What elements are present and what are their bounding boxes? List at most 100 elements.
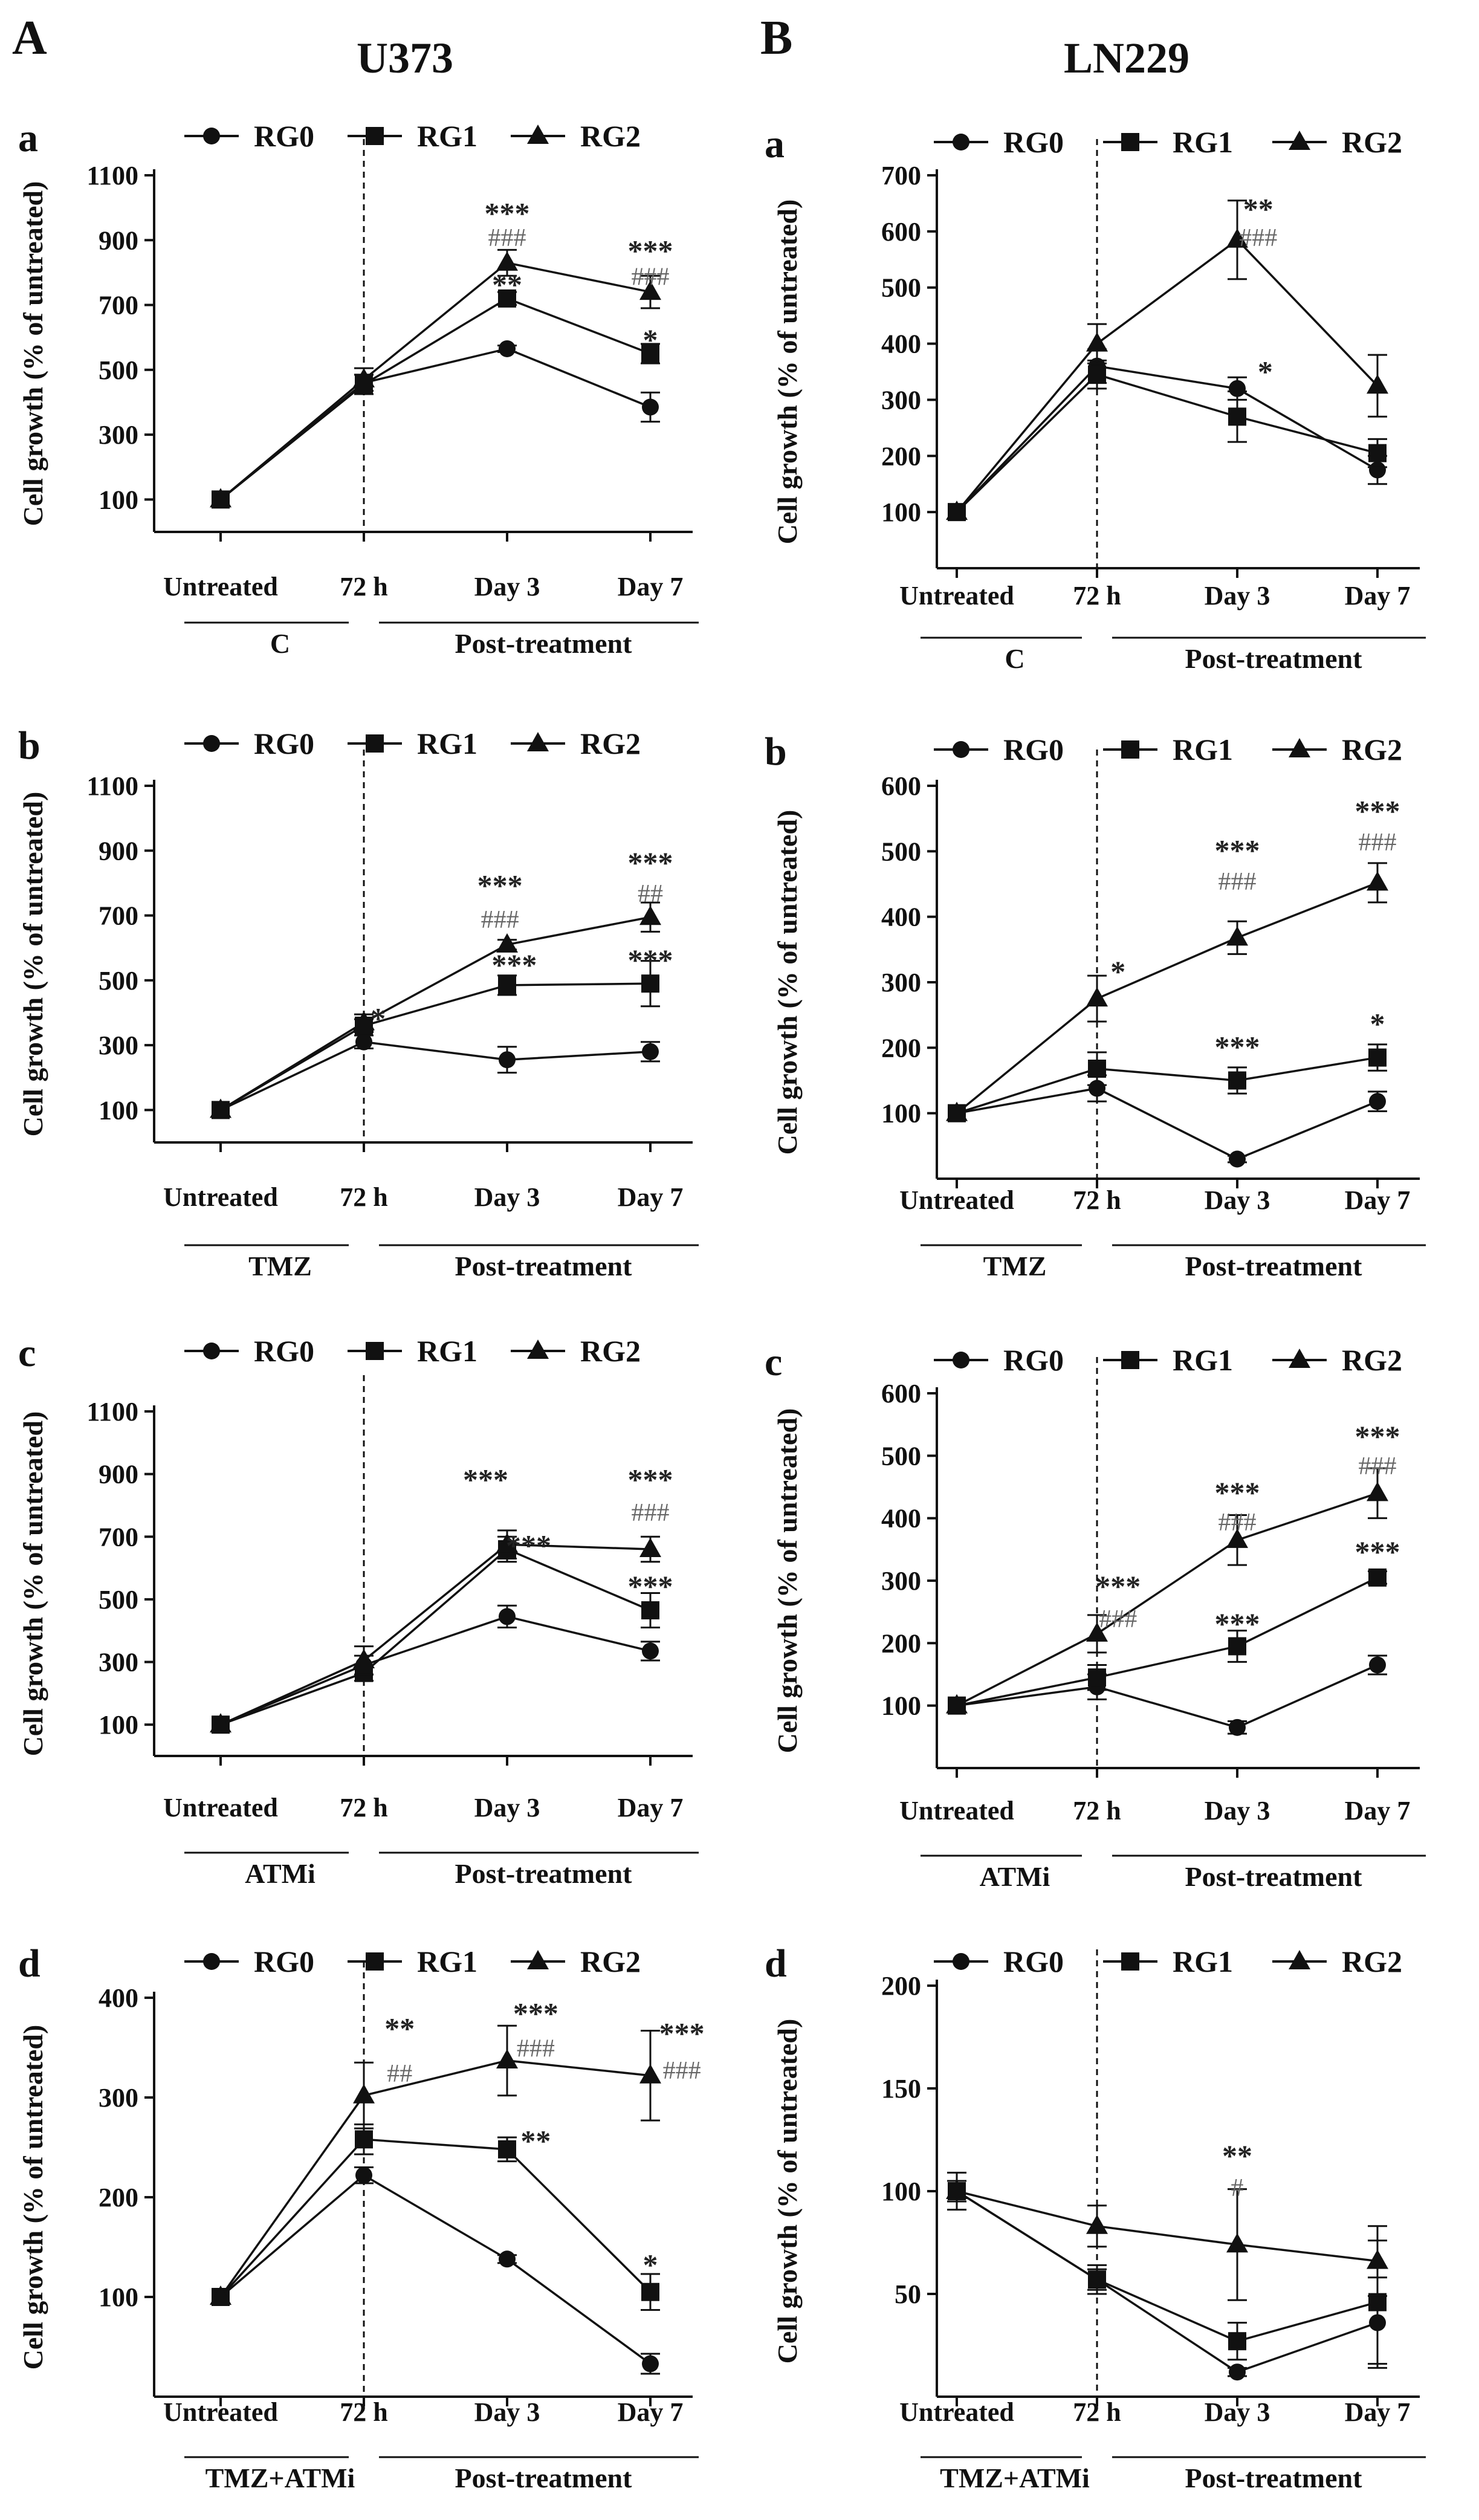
chart-U373-d: d RG0 RG1 RG2 100 200 300 400 Cell growth (% of …	[18, 1942, 705, 2493]
y-tick-label: 200	[881, 1628, 921, 1658]
x-tick-label: Day 7	[618, 1182, 684, 1212]
chart-U373-a: a RG0 RG1 RG2 100 300 500 700 900 1100 Cell growth…	[18, 116, 699, 659]
y-tick-label: 100	[99, 485, 138, 514]
x-tick-label: 72 h	[1073, 581, 1121, 611]
legend-label: RG0	[1003, 1343, 1064, 1377]
data-point-RG0	[499, 1608, 516, 1625]
legend-marker-triangle	[527, 732, 549, 751]
y-tick-label: 400	[881, 902, 921, 932]
data-point-RG2	[1226, 228, 1248, 248]
data-point-RG1	[1088, 1060, 1106, 1078]
group-label: C	[1005, 643, 1024, 674]
data-point-RG1	[1228, 1071, 1246, 1090]
data-point-RG0	[1369, 1656, 1386, 1674]
significance-star: ***	[1215, 1607, 1260, 1641]
significance-star: ***	[1215, 1030, 1260, 1064]
group-label: Post-treatment	[1185, 1861, 1363, 1892]
legend-label: RG0	[254, 1945, 314, 1978]
series-line-RG1	[956, 2190, 1378, 2343]
sub-label: b	[765, 730, 787, 774]
significance-star: ***	[628, 1569, 673, 1603]
x-tick-label: Day 7	[618, 2397, 684, 2427]
x-tick-label: Day 7	[1345, 581, 1411, 611]
significance-hash: ##	[638, 880, 663, 908]
series-line-RG1	[956, 373, 1378, 513]
significance-hash: ###	[517, 2035, 555, 2063]
data-point-RG2	[496, 1533, 518, 1553]
x-tick-label: Day 3	[474, 572, 540, 601]
significance-star: ***	[628, 846, 673, 879]
legend-label: RG2	[1342, 1945, 1402, 1978]
data-point-RG1	[641, 1601, 659, 1620]
significance-star: ***	[506, 1528, 551, 1562]
y-tick-label: 300	[99, 2083, 138, 2113]
chart-LN229-a: a RG0 RG1 RG2 100 200 300 400 500 600 700 Cell grow…	[765, 122, 1426, 674]
legend-marker-circle	[953, 1953, 969, 1970]
series-line-RG0	[220, 1040, 651, 1111]
data-point-RG2	[946, 2180, 968, 2199]
significance-star: *	[643, 2247, 658, 2281]
legend-marker-square	[1121, 740, 1139, 759]
group-label: ATMi	[245, 1858, 316, 1889]
data-point-RG2	[946, 1694, 968, 1714]
legend-label: RG1	[417, 727, 477, 760]
x-tick-label: Day 3	[474, 1793, 540, 1822]
y-tick-label: 200	[881, 441, 921, 471]
series-line-RG1	[956, 1576, 1378, 1707]
legend-label: RG2	[580, 727, 641, 760]
data-point-RG0	[499, 340, 516, 357]
legend-marker-circle	[953, 134, 969, 151]
legend-marker-triangle	[1289, 1349, 1310, 1368]
legend-label: RG2	[580, 119, 641, 153]
legend-label: RG2	[580, 1945, 641, 1978]
legend-marker-square	[366, 734, 384, 753]
sub-label: c	[18, 1331, 36, 1375]
data-point-RG2	[353, 368, 375, 387]
legend-label: RG1	[417, 1945, 477, 1978]
data-point-RG2	[496, 933, 518, 953]
significance-hash: ###	[481, 906, 519, 934]
group-label: Post-treatment	[455, 1858, 633, 1889]
y-tick-label: 100	[881, 497, 921, 527]
group-label: Post-treatment	[1185, 2463, 1363, 2493]
data-point-RG2	[210, 488, 231, 508]
legend-label: RG1	[417, 119, 477, 153]
y-tick-label: 700	[99, 1522, 138, 1552]
data-point-RG2	[1367, 871, 1388, 891]
significance-star: ***	[477, 869, 523, 902]
series-line-RG0	[956, 1663, 1378, 1729]
significance-hash: ###	[1239, 224, 1277, 252]
legend-label: RG1	[1173, 1945, 1233, 1978]
significance-hash: ##	[387, 2060, 412, 2088]
y-axis-label: Cell growth (% of untreated)	[18, 2025, 48, 2370]
data-point-RG1	[498, 289, 516, 308]
y-tick-label: 600	[881, 1379, 921, 1408]
x-tick-label: 72 h	[340, 572, 387, 601]
significance-star: ***	[628, 233, 673, 267]
legend-marker-circle	[203, 1953, 220, 1970]
y-tick-label: 100	[99, 1710, 138, 1740]
significance-star: ***	[628, 943, 673, 977]
y-tick-label: 400	[99, 1983, 138, 2013]
legend-marker-triangle	[527, 1950, 549, 1969]
data-point-RG0	[642, 398, 659, 416]
x-tick-label: Day 7	[618, 572, 684, 601]
chart-LN229-c: c RG0 RG1 RG2 100 200 300 400 500 600 Cell growth …	[765, 1340, 1426, 1892]
data-point-RG0	[1229, 1150, 1246, 1168]
chart-LN229-b: b RG0 RG1 RG2 100 200 300 400 500 600 Cell growth …	[765, 730, 1426, 1281]
series-line-RG1	[220, 982, 651, 1111]
series-line-RG2	[219, 261, 651, 500]
y-tick-label: 400	[881, 329, 921, 359]
x-tick-label: Day 7	[1345, 1185, 1411, 1215]
chart-U373-c: c RG0 RG1 RG2 100 300 500 700 900 1100 Cell growth…	[18, 1331, 699, 1889]
series-line-RG1	[220, 1547, 651, 1726]
x-tick-label: Day 3	[474, 2397, 540, 2427]
significance-star: ***	[513, 1997, 558, 2030]
data-point-RG1	[1088, 2270, 1106, 2289]
series-line-RG0	[219, 348, 651, 500]
series-line-RG2	[220, 916, 651, 1111]
significance-star: **	[1222, 2139, 1252, 2172]
legend-label: RG0	[254, 119, 314, 153]
significance-hash: ###	[488, 224, 526, 252]
legend-label: RG1	[417, 1334, 477, 1368]
